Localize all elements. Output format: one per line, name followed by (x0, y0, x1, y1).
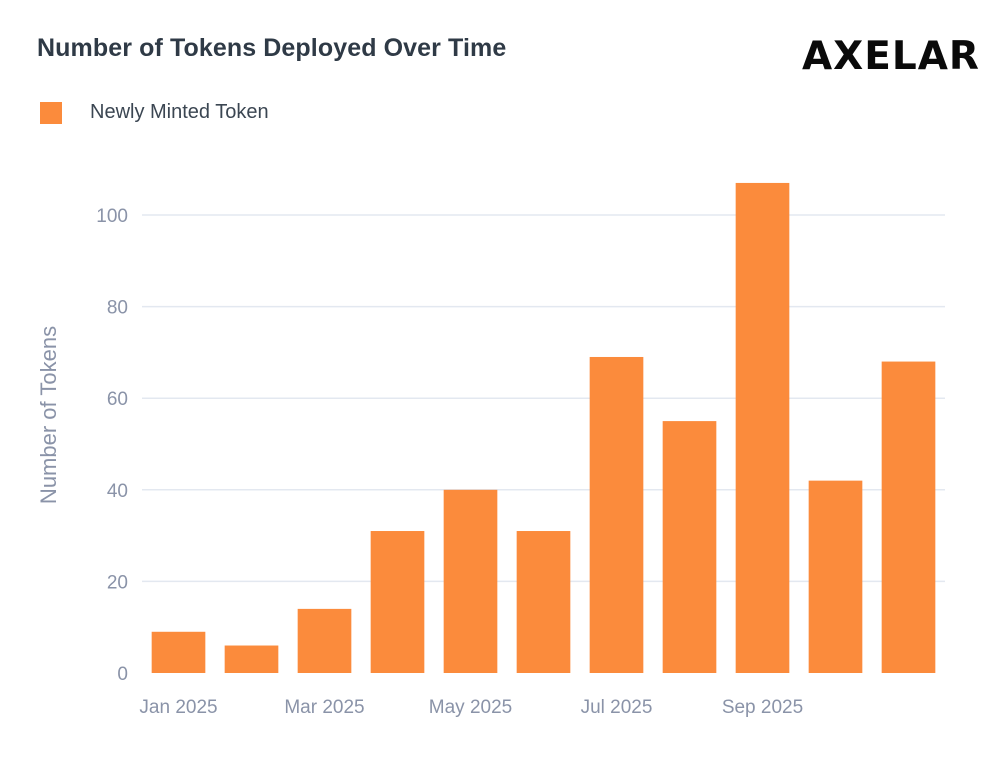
y-tick-label: 20 (107, 572, 128, 593)
bar-jun-2025[interactable] (516, 531, 571, 673)
bar-mar-2025[interactable] (297, 608, 352, 673)
bar-oct-2025[interactable] (808, 480, 863, 673)
bar-aug-2025[interactable] (662, 421, 717, 673)
y-tick-label: 60 (107, 389, 128, 410)
y-axis-label: Number of Tokens (36, 326, 61, 504)
bar-nov-2025[interactable] (881, 361, 936, 673)
y-tick-label: 0 (117, 664, 128, 685)
bar-feb-2025[interactable] (224, 645, 279, 673)
y-axis-ticks: 0 20 40 60 80 100 (96, 206, 128, 685)
x-tick-label: Mar 2025 (284, 697, 364, 718)
bar-sep-2025[interactable] (735, 182, 790, 673)
legend[interactable]: Newly Minted Token (40, 101, 269, 124)
bar-jan-2025[interactable] (151, 631, 206, 673)
x-tick-label: May 2025 (429, 697, 512, 718)
bar-may-2025[interactable] (443, 489, 498, 673)
x-axis-ticks: Jan 2025 Mar 2025 May 2025 Jul 2025 Sep 2025 (139, 697, 803, 718)
x-tick-label: Sep 2025 (722, 697, 803, 718)
y-tick-label: 80 (107, 298, 128, 319)
legend-label: Newly Minted Token (90, 101, 269, 123)
bars (151, 182, 936, 673)
y-tick-label: 100 (96, 206, 128, 227)
y-tick-label: 40 (107, 481, 128, 502)
legend-swatch (40, 101, 62, 124)
x-tick-label: Jan 2025 (139, 697, 217, 718)
x-tick-label: Jul 2025 (581, 697, 653, 718)
chart-title: Number of Tokens Deployed Over Time (37, 34, 507, 62)
axelar-logo: AXELAR (802, 34, 980, 79)
bar-jul-2025[interactable] (589, 356, 644, 673)
bar-apr-2025[interactable] (370, 531, 425, 673)
